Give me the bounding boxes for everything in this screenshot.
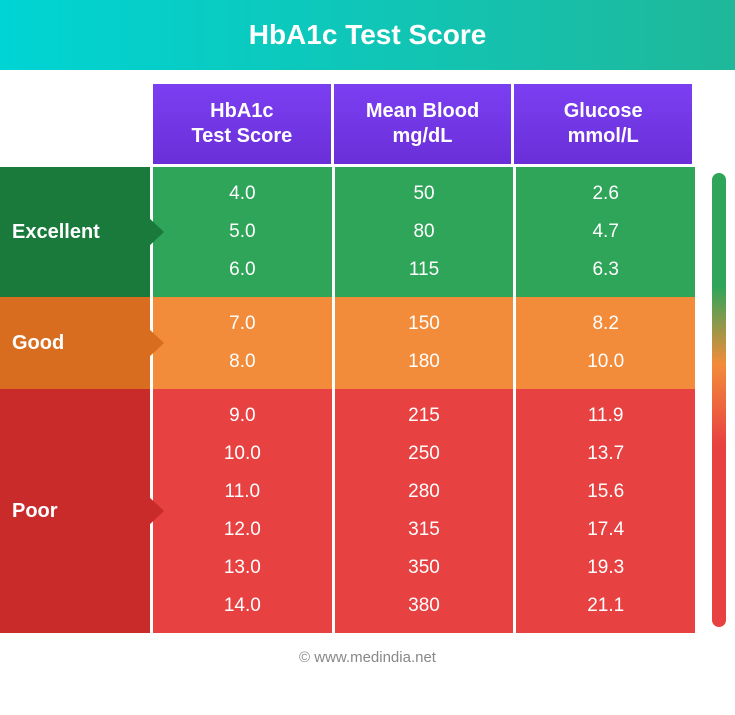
data-col-mmol: 11.913.715.617.419.321.1 bbox=[516, 389, 695, 633]
section-label-good: Good bbox=[0, 297, 150, 389]
header-col-score-line1: HbA1c bbox=[210, 99, 273, 124]
cell-score: 9.0 bbox=[229, 398, 255, 434]
header-col-score: HbA1c Test Score bbox=[153, 84, 331, 164]
section-label-text: Good bbox=[12, 332, 64, 355]
data-col-mgdl: 150180 bbox=[335, 297, 514, 389]
cell-score: 4.0 bbox=[229, 176, 255, 212]
arrow-icon bbox=[148, 217, 164, 247]
header-col-score-line2: Test Score bbox=[191, 124, 292, 149]
footer: © www.medindia.net bbox=[0, 633, 735, 674]
cell-mgdl: 280 bbox=[408, 474, 440, 510]
section-excellent: Excellent4.05.06.050801152.64.76.3 bbox=[0, 167, 695, 297]
section-poor: Poor9.010.011.012.013.014.02152502803153… bbox=[0, 389, 695, 633]
chart-title: HbA1c Test Score bbox=[249, 19, 487, 51]
header-right-spacer bbox=[695, 84, 735, 164]
data-col-score: 7.08.0 bbox=[153, 297, 332, 389]
cell-mmol: 21.1 bbox=[587, 588, 624, 624]
data-col-score: 4.05.06.0 bbox=[153, 167, 332, 297]
section-label-excellent: Excellent bbox=[0, 167, 150, 297]
cell-score: 14.0 bbox=[224, 588, 261, 624]
cell-mgdl: 380 bbox=[408, 588, 440, 624]
header-col-mgdl: Mean Blood mg/dL bbox=[334, 84, 512, 164]
header-col-mmol-line1: Glucose bbox=[564, 99, 643, 124]
header-spacer bbox=[0, 84, 150, 164]
body-wrap: Excellent4.05.06.050801152.64.76.3Good7.… bbox=[0, 167, 735, 633]
cell-mmol: 11.9 bbox=[588, 398, 624, 434]
cell-score: 10.0 bbox=[224, 436, 261, 472]
section-label-text: Excellent bbox=[12, 221, 100, 244]
data-col-mgdl: 215250280315350380 bbox=[335, 389, 514, 633]
arrow-icon bbox=[148, 328, 164, 358]
cell-mgdl: 50 bbox=[413, 176, 434, 212]
cell-score: 6.0 bbox=[229, 252, 255, 288]
cell-mgdl: 250 bbox=[408, 436, 440, 472]
cell-mgdl: 315 bbox=[408, 512, 440, 548]
cell-mgdl: 350 bbox=[408, 550, 440, 586]
header-col-mgdl-line1: Mean Blood bbox=[366, 99, 479, 124]
gradient-column bbox=[695, 167, 735, 633]
header-col-mmol-line2: mmol/L bbox=[568, 124, 639, 149]
chart-container: HbA1c Test Score HbA1c Test Score Mean B… bbox=[0, 0, 735, 674]
cell-score: 11.0 bbox=[225, 474, 261, 510]
cell-mgdl: 215 bbox=[408, 398, 440, 434]
data-col-mgdl: 5080115 bbox=[335, 167, 514, 297]
cell-score: 13.0 bbox=[224, 550, 261, 586]
cell-mmol: 6.3 bbox=[592, 252, 618, 288]
data-col-score: 9.010.011.012.013.014.0 bbox=[153, 389, 332, 633]
cell-mmol: 4.7 bbox=[592, 214, 618, 250]
gradient-bar bbox=[712, 173, 726, 627]
cell-score: 8.0 bbox=[229, 344, 255, 380]
section-good: Good7.08.01501808.210.0 bbox=[0, 297, 695, 389]
cell-mgdl: 115 bbox=[409, 252, 439, 288]
data-col-mmol: 8.210.0 bbox=[516, 297, 695, 389]
cell-score: 12.0 bbox=[224, 512, 261, 548]
cell-mmol: 2.6 bbox=[592, 176, 618, 212]
cell-mmol: 19.3 bbox=[587, 550, 624, 586]
header-col-mgdl-line2: mg/dL bbox=[393, 124, 453, 149]
section-label-poor: Poor bbox=[0, 389, 150, 633]
cell-score: 5.0 bbox=[229, 214, 255, 250]
cell-mmol: 10.0 bbox=[587, 344, 624, 380]
cell-mgdl: 180 bbox=[408, 344, 440, 380]
data-area: Excellent4.05.06.050801152.64.76.3Good7.… bbox=[0, 167, 695, 633]
footer-text: © www.medindia.net bbox=[299, 649, 436, 666]
arrow-icon bbox=[148, 496, 164, 526]
cell-mmol: 15.6 bbox=[587, 474, 624, 510]
section-label-text: Poor bbox=[12, 500, 58, 523]
cell-mmol: 13.7 bbox=[587, 436, 624, 472]
cell-mgdl: 150 bbox=[408, 306, 440, 342]
title-bar: HbA1c Test Score bbox=[0, 0, 735, 70]
cell-mgdl: 80 bbox=[413, 214, 434, 250]
data-col-mmol: 2.64.76.3 bbox=[516, 167, 695, 297]
cell-score: 7.0 bbox=[229, 306, 255, 342]
cell-mmol: 8.2 bbox=[592, 306, 618, 342]
cell-mmol: 17.4 bbox=[587, 512, 624, 548]
header-col-mmol: Glucose mmol/L bbox=[514, 84, 692, 164]
header-row: HbA1c Test Score Mean Blood mg/dL Glucos… bbox=[0, 84, 735, 164]
